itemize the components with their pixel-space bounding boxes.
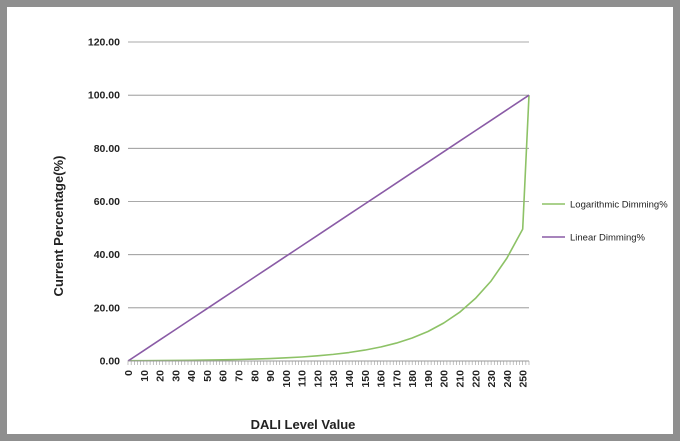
y-axis-ticks: 0.00 20.00 40.00 60.00 80.00 100.00 120.00 [88, 37, 120, 368]
x-tick-label: 240 [502, 370, 514, 388]
x-tick-label: 140 [344, 370, 356, 388]
x-tick-label: 80 [249, 370, 261, 382]
series-lines [127, 94, 530, 362]
x-tick-label: 190 [423, 370, 435, 388]
x-tick-label: 120 [312, 370, 324, 388]
series-line-linear [127, 94, 530, 362]
x-tick-label: 0 [123, 370, 135, 376]
legend: Logarithmic Dimming% Linear Dimming% [542, 200, 668, 244]
series-line-logarithmic [127, 95, 530, 362]
x-tick-label: 90 [265, 370, 277, 382]
x-tick-label: 220 [470, 370, 482, 388]
legend-label-logarithmic: Logarithmic Dimming% [570, 200, 668, 211]
x-tick-label: 130 [328, 370, 340, 388]
x-tick-label: 200 [439, 370, 451, 388]
y-tick-label: 100.00 [88, 90, 120, 102]
x-tick-label: 60 [218, 370, 230, 382]
y-tick-label: 20.00 [94, 302, 120, 314]
x-tick-label: 40 [186, 370, 198, 382]
x-axis-ticks: 0 10 20 30 40 50 60 70 80 90 100 110 120 130 140 150 160… [123, 370, 530, 388]
x-tick-label: 180 [407, 370, 419, 388]
x-tick-label: 70 [234, 370, 246, 382]
x-tick-label: 10 [139, 370, 151, 382]
y-tick-label: 40.00 [94, 249, 120, 261]
x-tick-label: 210 [455, 370, 467, 388]
y-tick-label: 60.00 [94, 196, 120, 208]
x-tick-label: 110 [297, 370, 309, 387]
y-axis-title: Current Percentage(%) [51, 156, 66, 297]
x-tick-label: 150 [360, 370, 372, 388]
x-tick-label: 100 [281, 370, 293, 388]
x-axis-title: DALI Level Value [251, 417, 356, 432]
x-tick-label: 160 [376, 370, 388, 388]
x-tick-label: 170 [391, 370, 403, 388]
y-tick-label: 0.00 [100, 356, 121, 368]
y-tick-label: 80.00 [94, 143, 120, 155]
x-tick-label: 30 [170, 370, 182, 382]
x-tick-label: 250 [518, 370, 530, 388]
legend-label-linear: Linear Dimming% [570, 233, 646, 244]
x-tick-label: 50 [202, 370, 214, 382]
x-tick-label: 230 [486, 370, 498, 388]
x-axis-minor-ticks [127, 361, 530, 365]
x-tick-label: 20 [155, 370, 167, 382]
grid-lines [128, 41, 529, 309]
y-tick-label: 120.00 [88, 37, 120, 49]
